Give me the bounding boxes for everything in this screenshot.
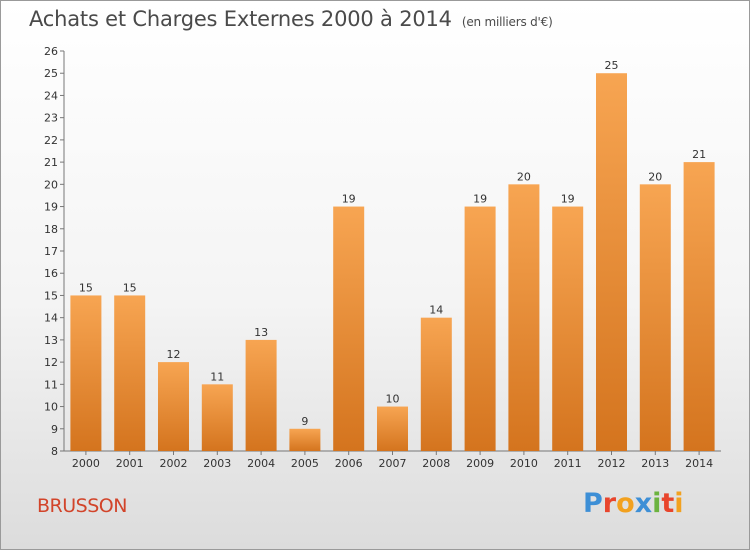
bar-value-label: 19	[561, 193, 575, 206]
x-tick-label: 2011	[554, 457, 582, 470]
y-tick-label: 13	[44, 334, 58, 347]
bar-2008	[420, 317, 452, 451]
bar-value-label: 11	[210, 370, 224, 383]
logo-letter: r	[602, 488, 617, 519]
x-tick-label: 2002	[160, 457, 188, 470]
x-tick-label: 2009	[466, 457, 494, 470]
bar-2007	[377, 406, 408, 451]
y-tick-label: 16	[44, 267, 58, 280]
y-tick-label: 23	[44, 112, 58, 125]
bar-2010	[508, 184, 540, 452]
bar-value-label: 19	[473, 193, 487, 206]
bar-value-label: 10	[386, 393, 400, 406]
x-tick-label: 2005	[291, 457, 319, 470]
bar-2006	[333, 206, 365, 451]
bar-value-label: 20	[517, 170, 531, 183]
y-tick-label: 26	[44, 45, 58, 58]
commune-name: BRUSSON	[37, 495, 127, 517]
y-tick-label: 11	[44, 378, 58, 391]
bar-value-label: 20	[648, 170, 662, 183]
logo-letter: i	[674, 488, 684, 519]
logo-letter: t	[661, 488, 675, 519]
bar-2000	[70, 295, 102, 451]
bar-2005	[289, 428, 321, 451]
y-tick-label: 17	[44, 245, 58, 258]
x-tick-label: 2010	[510, 457, 538, 470]
x-tick-label: 2013	[641, 457, 669, 470]
bar-2002	[158, 362, 189, 451]
y-tick-label: 20	[44, 178, 58, 191]
x-tick-label: 2004	[247, 457, 275, 470]
bar-2003	[201, 384, 233, 451]
y-tick-label: 24	[44, 89, 58, 102]
y-tick-label: 8	[51, 445, 58, 458]
y-tick-label: 22	[44, 134, 58, 147]
y-tick-label: 19	[44, 201, 58, 214]
logo-letter: x	[634, 488, 653, 519]
y-tick-label: 15	[44, 289, 58, 302]
bar-value-label: 14	[429, 304, 443, 317]
proxiti-logo: Proxiti	[583, 488, 684, 519]
x-tick-label: 2008	[422, 457, 450, 470]
bar-2009	[464, 206, 496, 451]
bar-value-label: 13	[254, 326, 268, 339]
bar-2013	[639, 184, 671, 452]
bar-value-label: 19	[342, 193, 356, 206]
x-tick-label: 2014	[685, 457, 713, 470]
chart-title: Achats et Charges Externes 2000 à 2014	[29, 7, 452, 31]
bar-value-label: 15	[123, 281, 137, 294]
y-tick-label: 25	[44, 67, 58, 80]
x-tick-label: 2003	[203, 457, 231, 470]
bar-value-label: 15	[79, 281, 93, 294]
x-tick-label: 2001	[116, 457, 144, 470]
bar-value-label: 12	[167, 348, 181, 361]
y-tick-label: 21	[44, 156, 58, 169]
y-tick-label: 12	[44, 356, 58, 369]
bar-2014	[683, 162, 715, 451]
bar-2011	[552, 206, 584, 451]
bar-value-label: 9	[301, 415, 308, 428]
chart-title-row: Achats et Charges Externes 2000 à 2014 (e…	[29, 7, 553, 31]
y-tick-label: 10	[44, 401, 58, 414]
bar-2004	[245, 339, 277, 451]
bar-2001	[114, 295, 146, 451]
x-tick-label: 2000	[72, 457, 100, 470]
y-tick-label: 18	[44, 223, 58, 236]
y-tick-label: 9	[51, 423, 58, 436]
logo-letter: o	[616, 488, 635, 519]
x-tick-label: 2006	[335, 457, 363, 470]
bar-value-label: 25	[605, 59, 619, 72]
y-tick-label: 14	[44, 312, 58, 325]
logo-letter: i	[652, 488, 662, 519]
x-tick-label: 2007	[379, 457, 407, 470]
logo-letter: P	[583, 488, 603, 519]
x-tick-label: 2012	[598, 457, 626, 470]
bar-value-label: 21	[692, 148, 706, 161]
bar-2012	[596, 73, 627, 451]
chart-subtitle: (en milliers d'€)	[461, 15, 553, 29]
